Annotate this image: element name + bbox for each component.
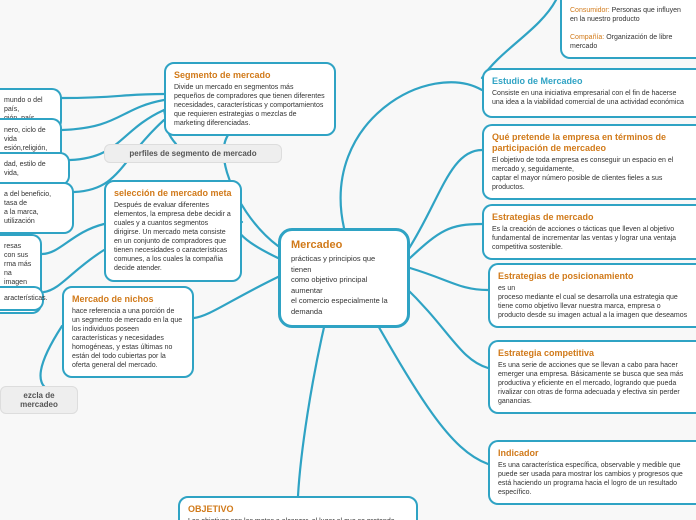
node-segmento[interactable]: Segmento de mercado Divide un mercado en … — [164, 62, 336, 136]
connector-4 — [404, 286, 488, 368]
node-estudio-body: Consiste en una iniciativa empresarial c… — [492, 89, 688, 107]
node-segmento-title: Segmento de mercado — [174, 70, 326, 81]
node-estrategias-body: Es la creación de acciones o tácticas qu… — [492, 225, 688, 252]
node-indicador[interactable]: Indicador Es una característica específic… — [488, 440, 696, 505]
node-posicionamiento[interactable]: Estrategias de posicionamiento es unproce… — [488, 263, 696, 328]
node-consumidor_box-body: Consumidor: Personas que influyen en la … — [570, 6, 688, 51]
connector-3 — [410, 268, 488, 290]
connector-8 — [194, 276, 280, 318]
connector-0 — [341, 82, 482, 228]
node-frag_conduc-body: a del beneficio, tasa dea la marca, util… — [4, 190, 64, 226]
node-competitiva-body: Es una serie de acciones que se llevan a… — [498, 361, 688, 406]
node-pretende-title: Qué pretende la empresa en términos de p… — [492, 132, 688, 154]
node-competitiva-title: Estrategia competitiva — [498, 348, 688, 359]
node-nichos[interactable]: Mercado de nichos hace referencia a una p… — [62, 286, 194, 378]
node-segmento-body: Divide un mercado en segmentos más peque… — [174, 83, 326, 128]
node-frag_caract-body: aracterísticas. — [4, 294, 34, 303]
node-estudio-title: Estudio de Mercadeo — [492, 76, 688, 87]
node-frag_psico-body: dad, estilo de vida, — [4, 160, 60, 178]
pill-mezcla[interactable]: ezcla de mercadeo — [0, 386, 78, 414]
connector-18 — [482, 0, 556, 78]
node-indicador-body: Es una característica específica, observ… — [498, 461, 688, 497]
node-objetivo-title: OBJETIVO — [188, 504, 408, 515]
node-indicador-title: Indicador — [498, 448, 688, 459]
central-title: Mercadeo — [291, 239, 397, 251]
node-estudio[interactable]: Estudio de Mercadeo Consiste en una inici… — [482, 68, 696, 118]
node-consumidor_box[interactable]: Consumidor: Personas que influyen en la … — [560, 0, 696, 59]
central-body: prácticas y principios que tienencomo ob… — [291, 254, 397, 317]
node-estrategias-title: Estrategias de mercado — [492, 212, 688, 223]
node-competitiva[interactable]: Estrategia competitiva Es una serie de ac… — [488, 340, 696, 414]
node-nichos-title: Mercado de nichos — [72, 294, 184, 305]
connector-1 — [408, 150, 482, 250]
node-posicionamiento-title: Estrategias de posicionamiento — [498, 271, 688, 282]
node-seleccion[interactable]: selección de mercado meta Después de eval… — [104, 180, 242, 282]
node-frag_conduc[interactable]: a del beneficio, tasa dea la marca, util… — [0, 182, 74, 234]
node-nichos-body: hace referencia a una porción de un segm… — [72, 307, 184, 371]
connector-10 — [62, 94, 164, 98]
node-estrategias[interactable]: Estrategias de mercado Es la creación de … — [482, 204, 696, 260]
node-pretende[interactable]: Qué pretende la empresa en términos de p… — [482, 124, 696, 200]
central-node-mercadeo[interactable]: Mercadeo prácticas y principios que tien… — [278, 228, 410, 328]
node-objetivo[interactable]: OBJETIVOLos objetivos son las metas a al… — [178, 496, 418, 520]
node-pretende-body: El objetivo de toda empresa es conseguir… — [492, 156, 688, 192]
node-seleccion-body: Después de evaluar diferentes elementos,… — [114, 201, 232, 274]
node-posicionamiento-body: es unproceso mediante el cual se desarro… — [498, 284, 688, 320]
connector-11 — [62, 100, 164, 130]
connector-17 — [41, 326, 62, 392]
node-seleccion-title: selección de mercado meta — [114, 188, 232, 199]
pill-perfiles[interactable]: perfiles de segmento de mercado — [104, 144, 282, 163]
node-frag_caract[interactable]: aracterísticas. — [0, 286, 44, 311]
